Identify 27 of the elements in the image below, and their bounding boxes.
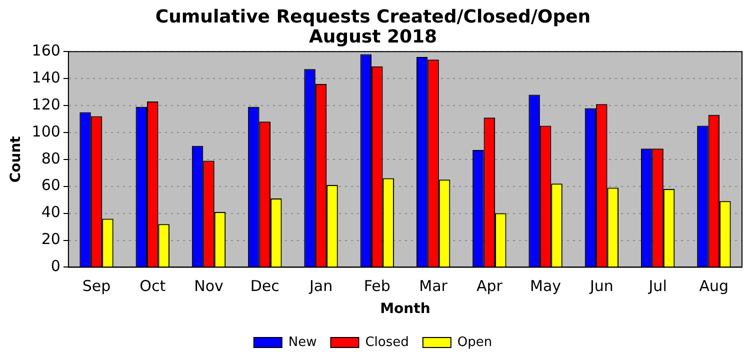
x-tick-label: Sep — [82, 277, 111, 296]
y-tick-label: 100 — [32, 122, 60, 140]
x-tick-label: Mar — [419, 277, 448, 296]
y-tick-label: 80 — [41, 149, 60, 168]
y-axis-title: Count — [8, 136, 24, 183]
x-tick-label: Jan — [308, 277, 333, 296]
y-tick-label: 60 — [41, 176, 60, 194]
legend-label: New — [288, 334, 318, 350]
x-axis-title: Month — [380, 301, 430, 318]
y-tick-label: 0 — [50, 257, 60, 276]
y-tick-label: 160 — [32, 41, 60, 60]
y-tick-label: 40 — [41, 203, 60, 222]
y-tick-label: 140 — [32, 68, 60, 86]
x-tick-label: Jun — [588, 277, 614, 296]
x-tick-label: May — [530, 277, 562, 296]
x-tick-label: Feb — [364, 277, 390, 296]
x-tick-label: Dec — [250, 277, 280, 296]
x-tick-label: Nov — [194, 277, 224, 296]
y-tick-label: 120 — [32, 95, 60, 114]
x-tick-label: Aug — [699, 277, 729, 296]
x-tick-label: Jul — [648, 277, 667, 296]
x-tick-label: Apr — [476, 277, 504, 296]
y-tick-label: 20 — [41, 230, 60, 248]
x-tick-label: Oct — [140, 277, 166, 296]
legend-label: Open — [457, 334, 492, 350]
chart-title: Cumulative Requests Created/Closed/Open August 2018 — [155, 6, 591, 48]
legend-label: Closed — [365, 334, 409, 350]
